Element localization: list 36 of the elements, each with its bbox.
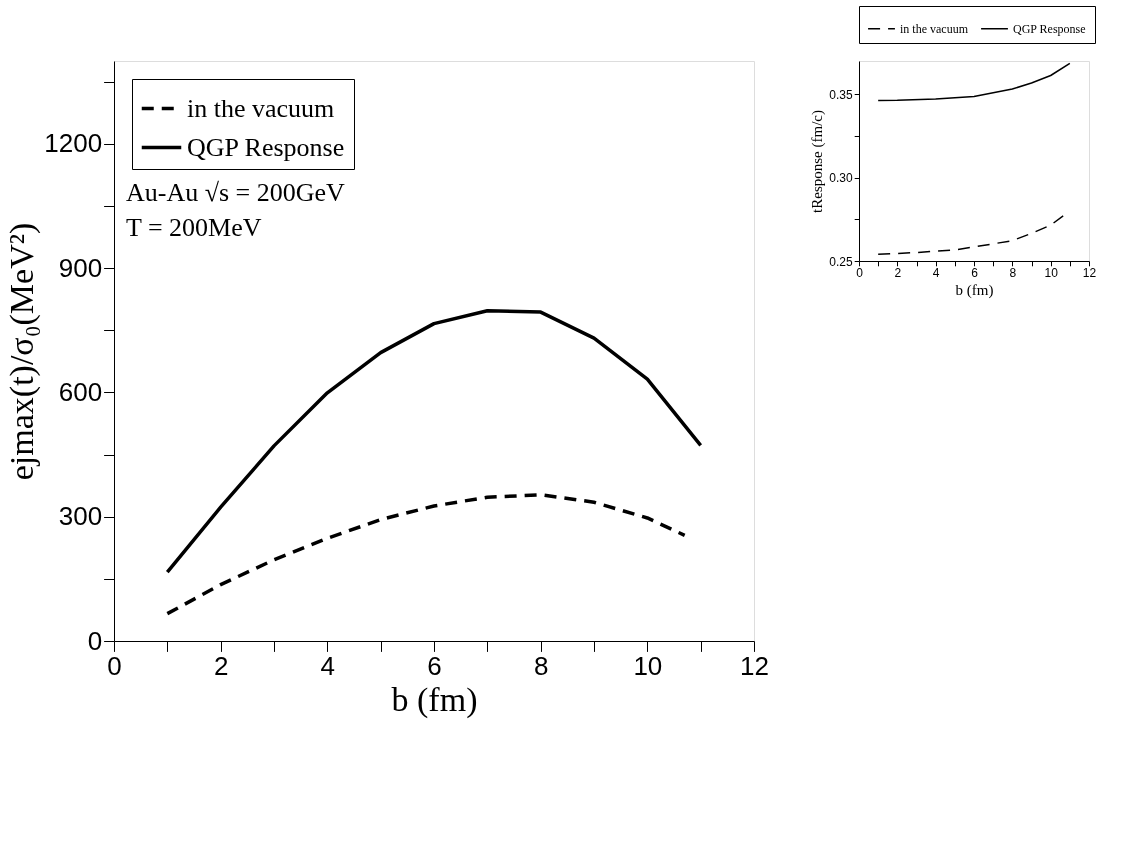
y-tick-label: 0.30 — [829, 171, 854, 186]
x-tick-label: 2 — [213, 650, 229, 681]
y-axis-title: tResponse (fm/c) — [809, 110, 827, 213]
x-tick-label: 0 — [856, 266, 864, 281]
x-axis-title: b (fm) — [955, 282, 994, 300]
line-series — [877, 62, 1071, 102]
annotation: T = 200MeV — [126, 213, 262, 243]
y-tick-label: 1200 — [44, 128, 103, 159]
x-tick-label: 4 — [320, 650, 336, 681]
y-tick-label: 300 — [58, 501, 103, 532]
x-tick-label: 6 — [427, 650, 442, 681]
legend-label: in the vacuum — [900, 21, 969, 36]
x-tick-label: 8 — [533, 650, 549, 681]
x-tick-label: 8 — [1009, 266, 1017, 281]
y-axis-title: ejmax(t)/σ₀(MeV²) — [3, 222, 42, 481]
x-tick-label: 12 — [740, 650, 769, 681]
y-tick-label: 900 — [58, 252, 103, 283]
x-tick-label: 2 — [894, 266, 902, 281]
annotation: Au-Au √s = 200GeV — [126, 178, 346, 208]
x-tick-label: 12 — [1082, 266, 1097, 281]
x-tick-label: 10 — [1044, 266, 1059, 281]
x-tick-label: 10 — [633, 650, 663, 681]
y-tick-label: 600 — [58, 376, 103, 407]
x-axis-title: b (fm) — [391, 680, 478, 719]
y-tick-label: 0.25 — [829, 254, 854, 269]
y-tick-label: 0 — [87, 625, 103, 656]
line-series — [877, 214, 1065, 256]
line-series — [165, 493, 687, 616]
legend-label: QGP Response — [187, 132, 345, 162]
x-tick-label: 0 — [107, 650, 122, 681]
x-tick-label: 4 — [932, 266, 940, 281]
x-tick-label: 6 — [971, 266, 979, 281]
y-tick-label: 0.35 — [829, 87, 854, 102]
legend-label: QGP Response — [1013, 21, 1086, 36]
legend-label: in the vacuum — [187, 93, 335, 123]
line-series — [165, 309, 703, 574]
